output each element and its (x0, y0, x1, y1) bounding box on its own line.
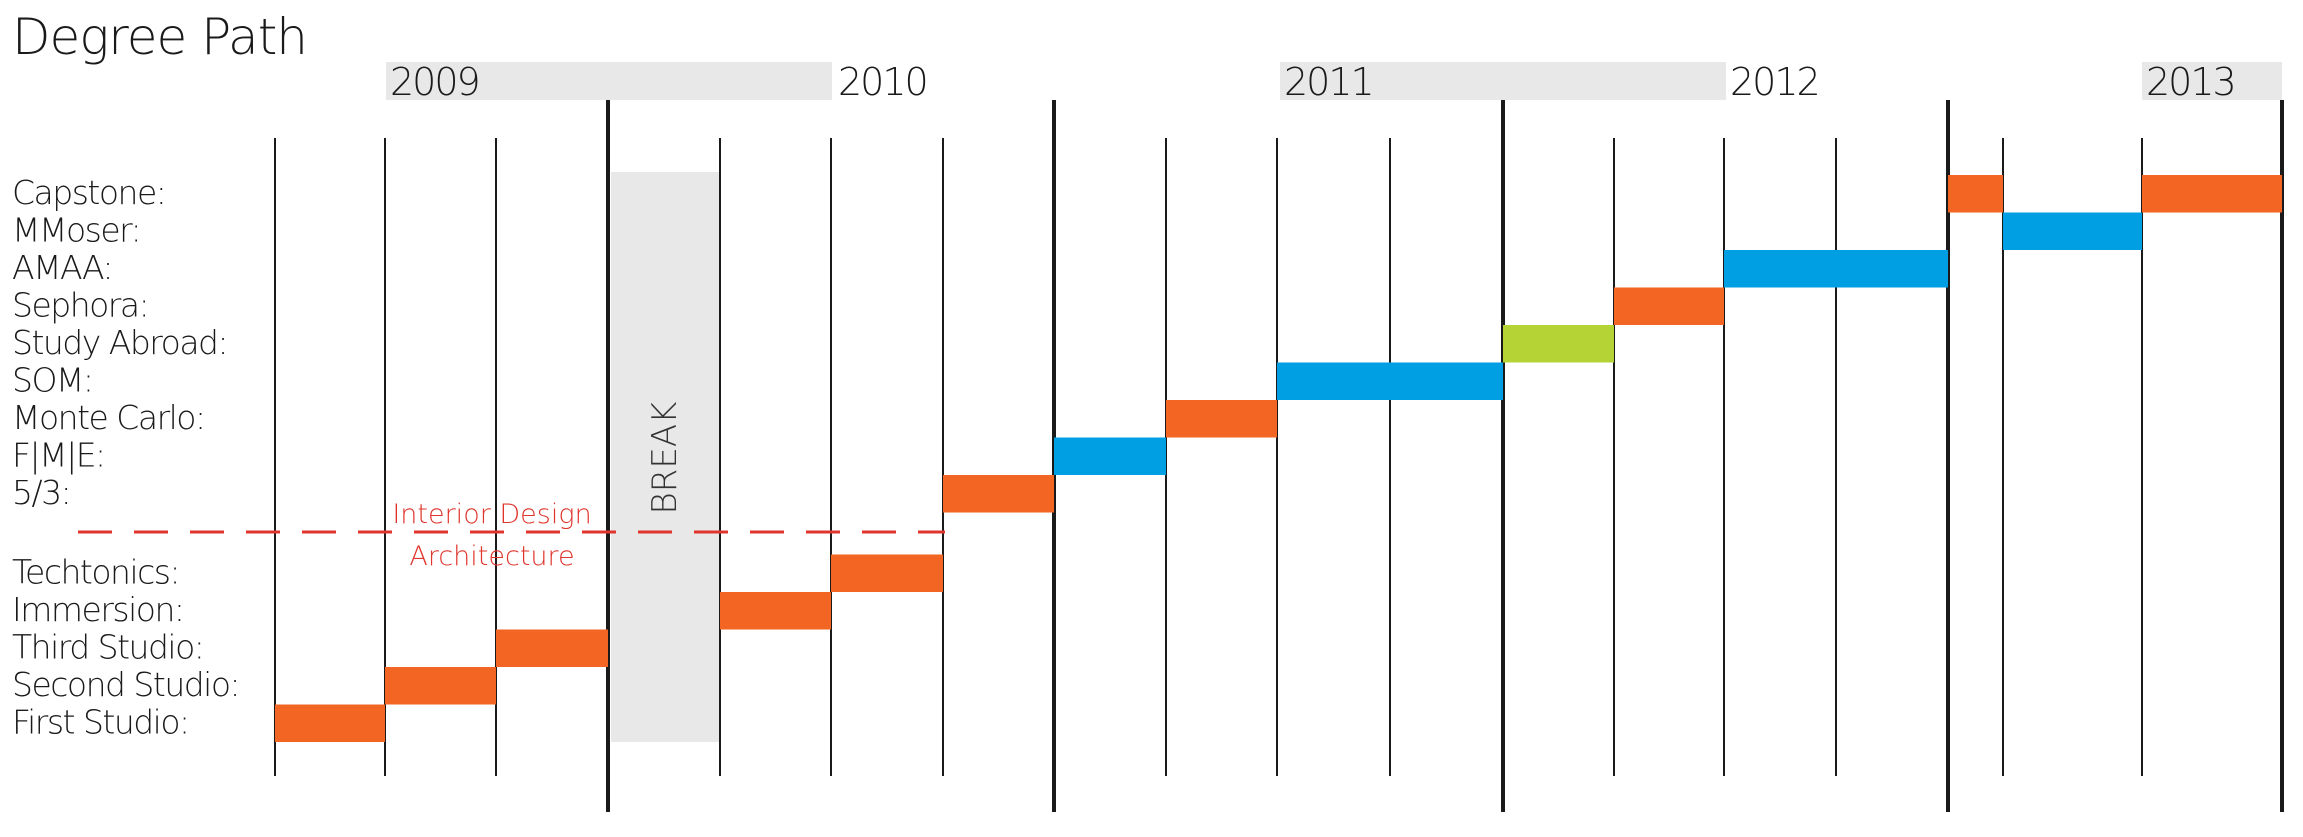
bar-5-3 (943, 475, 1054, 513)
row-label: MMoser: (12, 211, 140, 250)
row-label: Sephora: (12, 286, 148, 325)
row-label: First Studio: (12, 703, 189, 742)
year-label-2009: 2009 (390, 60, 479, 104)
row-label: Monte Carlo: (12, 398, 205, 437)
page-title: Degree Path (12, 8, 308, 66)
break-label: BREAK (645, 402, 685, 515)
divider-label-lower: Architecture (409, 541, 574, 572)
bar-amaa (1724, 250, 1948, 288)
row-label: Immersion: (12, 590, 183, 629)
row-label: Study Abroad: (12, 323, 227, 362)
year-label-2013: 2013 (2146, 60, 2235, 104)
row-label: AMAA: (12, 248, 112, 287)
row-label: 5/3: (12, 473, 70, 512)
row-label: Capstone: (12, 173, 165, 212)
row-label: F|M|E: (12, 436, 105, 475)
row-label: Techtonics: (12, 553, 179, 592)
bar-first-studio (275, 704, 385, 742)
bar-som (1277, 362, 1503, 400)
bar-study-abroad (1503, 325, 1614, 363)
bar-sephora (1614, 287, 1724, 325)
bar-second-studio (385, 667, 496, 705)
year-band-2011 (1280, 62, 1726, 100)
divider-label-upper: Interior Design (392, 499, 591, 530)
row-label: Third Studio: (12, 628, 203, 667)
year-band-2009 (386, 62, 832, 100)
bar-third-studio (496, 629, 608, 667)
bar-mmoser (2003, 212, 2142, 250)
row-label: Second Studio: (12, 665, 239, 704)
year-label-2010: 2010 (838, 60, 927, 104)
year-label-2012: 2012 (1730, 60, 1819, 104)
break-block (611, 172, 720, 742)
bar-capstone (2142, 175, 2282, 213)
bar-techtonics (831, 554, 943, 592)
bar-monte-carlo (1166, 400, 1277, 438)
row-label: SOM: (12, 361, 93, 400)
bar-immersion (720, 592, 831, 630)
bar-f-m-e (1054, 437, 1166, 475)
year-label-2011: 2011 (1284, 60, 1373, 104)
bar-capstone (1948, 175, 2003, 213)
year-band-2013 (2142, 62, 2282, 100)
